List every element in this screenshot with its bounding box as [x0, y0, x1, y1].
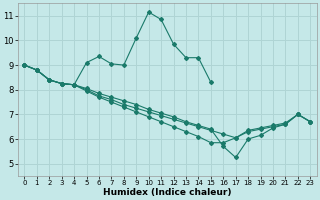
- X-axis label: Humidex (Indice chaleur): Humidex (Indice chaleur): [103, 188, 232, 197]
